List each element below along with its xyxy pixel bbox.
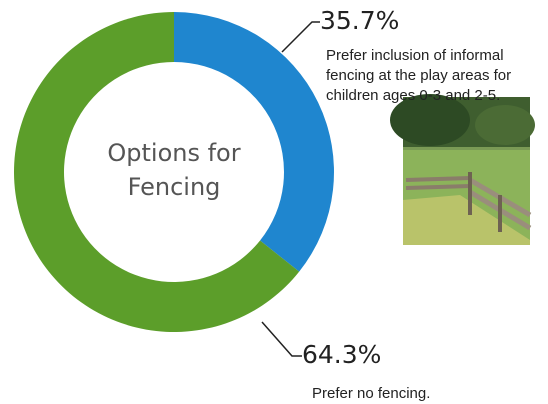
leader-line	[262, 322, 302, 356]
page: Options for Fencing 35.7% Prefer inclusi…	[0, 0, 548, 404]
slice-label: Prefer no fencing.	[312, 384, 512, 404]
slice-label: Prefer inclusion of informal fencing at …	[326, 46, 546, 106]
value-label: 35.7%	[320, 6, 399, 35]
leader-line	[282, 22, 320, 52]
value-label: 64.3%	[302, 340, 381, 369]
chart-title: Options for Fencing	[84, 136, 264, 204]
photo	[390, 94, 535, 245]
